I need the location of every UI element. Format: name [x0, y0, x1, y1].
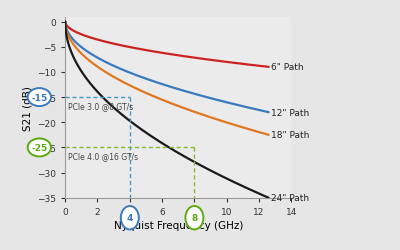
Ellipse shape — [28, 139, 51, 157]
Text: 24" Path: 24" Path — [271, 194, 309, 202]
Text: -25: -25 — [31, 143, 48, 152]
Text: -15: -15 — [31, 93, 48, 102]
Text: 12" Path: 12" Path — [271, 108, 309, 117]
Text: PCIe 4.0 @16 GT/s: PCIe 4.0 @16 GT/s — [68, 152, 138, 161]
Text: 6" Path: 6" Path — [271, 63, 304, 72]
Y-axis label: S21 (dB): S21 (dB) — [23, 85, 33, 130]
Ellipse shape — [28, 89, 51, 107]
Text: 18" Path: 18" Path — [271, 131, 310, 140]
Text: PCIe 3.0 @8 GT/s: PCIe 3.0 @8 GT/s — [68, 102, 134, 111]
X-axis label: Nyquist Frequency (GHz): Nyquist Frequency (GHz) — [114, 220, 243, 230]
Text: 8: 8 — [191, 213, 198, 222]
Text: 4: 4 — [127, 213, 133, 222]
Ellipse shape — [186, 206, 204, 230]
Ellipse shape — [121, 206, 139, 230]
